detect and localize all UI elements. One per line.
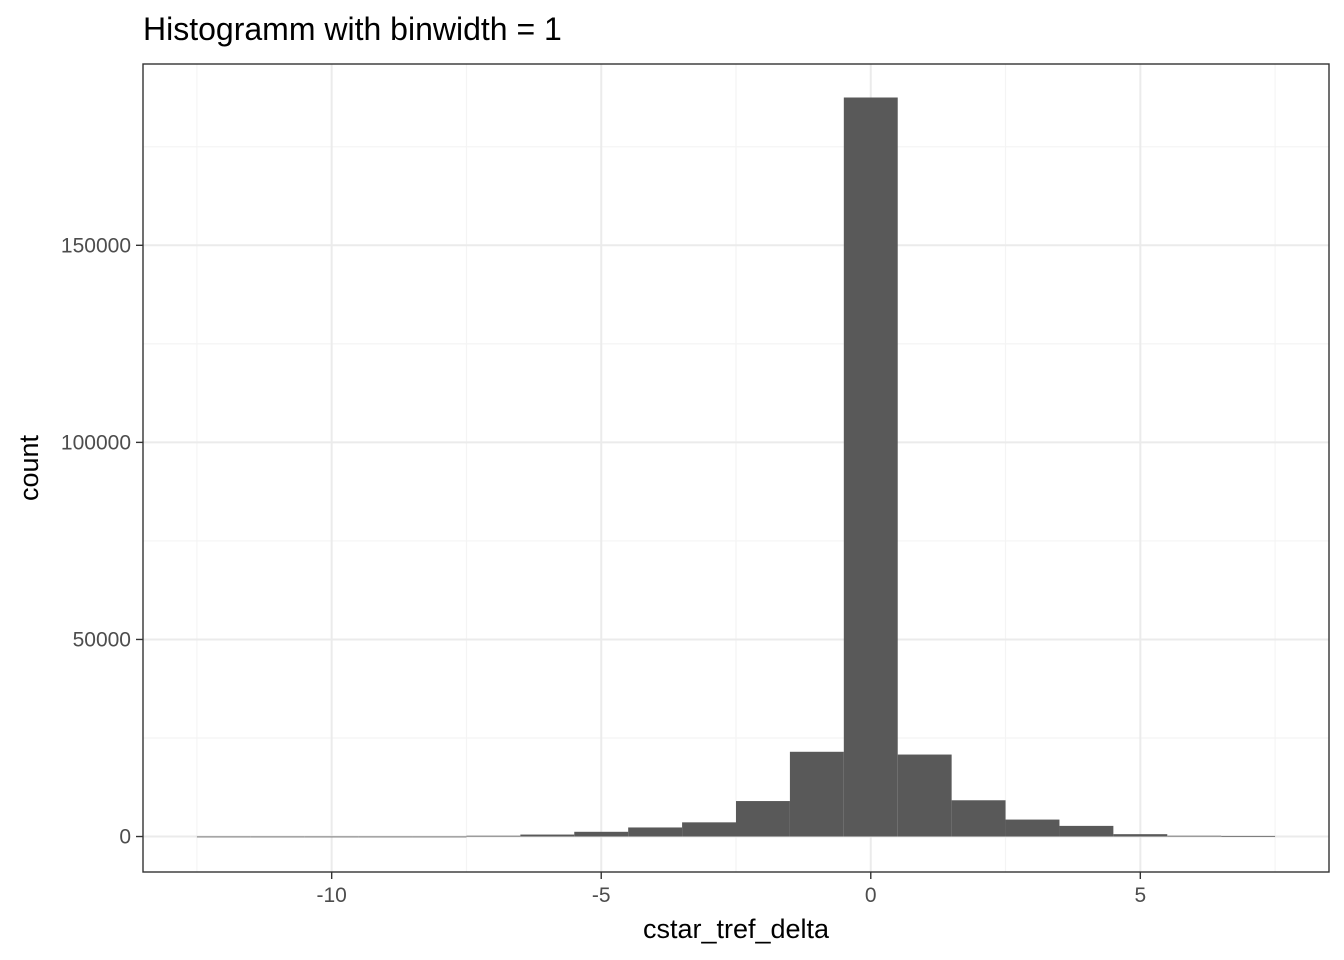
- y-tick-label: 0: [119, 826, 131, 849]
- y-tick-label: 50000: [73, 628, 131, 651]
- histogram-bar: [843, 97, 898, 837]
- y-axis-title: count: [14, 434, 44, 501]
- y-axis: 0 50000 100000 150000: [61, 234, 143, 849]
- histogram-bar: [1059, 825, 1114, 837]
- histogram-bar: [1167, 835, 1222, 837]
- histogram-bar: [1005, 819, 1060, 837]
- histogram-bar: [466, 835, 521, 837]
- x-tick-label: 5: [1134, 884, 1146, 907]
- histogram-bar: [682, 822, 736, 837]
- histogram-bar: [520, 834, 575, 837]
- histogram-bar: [628, 827, 683, 837]
- x-axis-title: cstar_tref_delta: [643, 914, 830, 944]
- histogram-bar: [574, 831, 629, 837]
- histogram-bar: [1113, 834, 1168, 837]
- histogram-bar: [250, 836, 305, 838]
- x-tick-label: 0: [865, 884, 877, 907]
- histogram-bar: [304, 836, 359, 838]
- panel-border: [142, 63, 1330, 873]
- grid-lines: [143, 64, 1329, 872]
- histogram-bar: [196, 836, 251, 838]
- histogram-bar: [412, 836, 467, 838]
- chart-title: Histogramm with binwidth = 1: [143, 11, 562, 47]
- histogram-bar: [951, 800, 1006, 837]
- x-tick-label: -5: [592, 884, 611, 907]
- histogram-bars: [196, 97, 1276, 838]
- x-axis: -10 -5 0 5: [317, 872, 1146, 907]
- histogram-bar: [1221, 835, 1276, 837]
- histogram-bar: [358, 836, 413, 838]
- histogram-bar: [789, 751, 844, 837]
- y-tick-label: 100000: [61, 431, 131, 454]
- x-tick-label: -10: [317, 884, 347, 907]
- histogram-bar: [897, 754, 952, 837]
- y-tick-label: 150000: [61, 234, 131, 257]
- histogram-bar: [736, 801, 790, 837]
